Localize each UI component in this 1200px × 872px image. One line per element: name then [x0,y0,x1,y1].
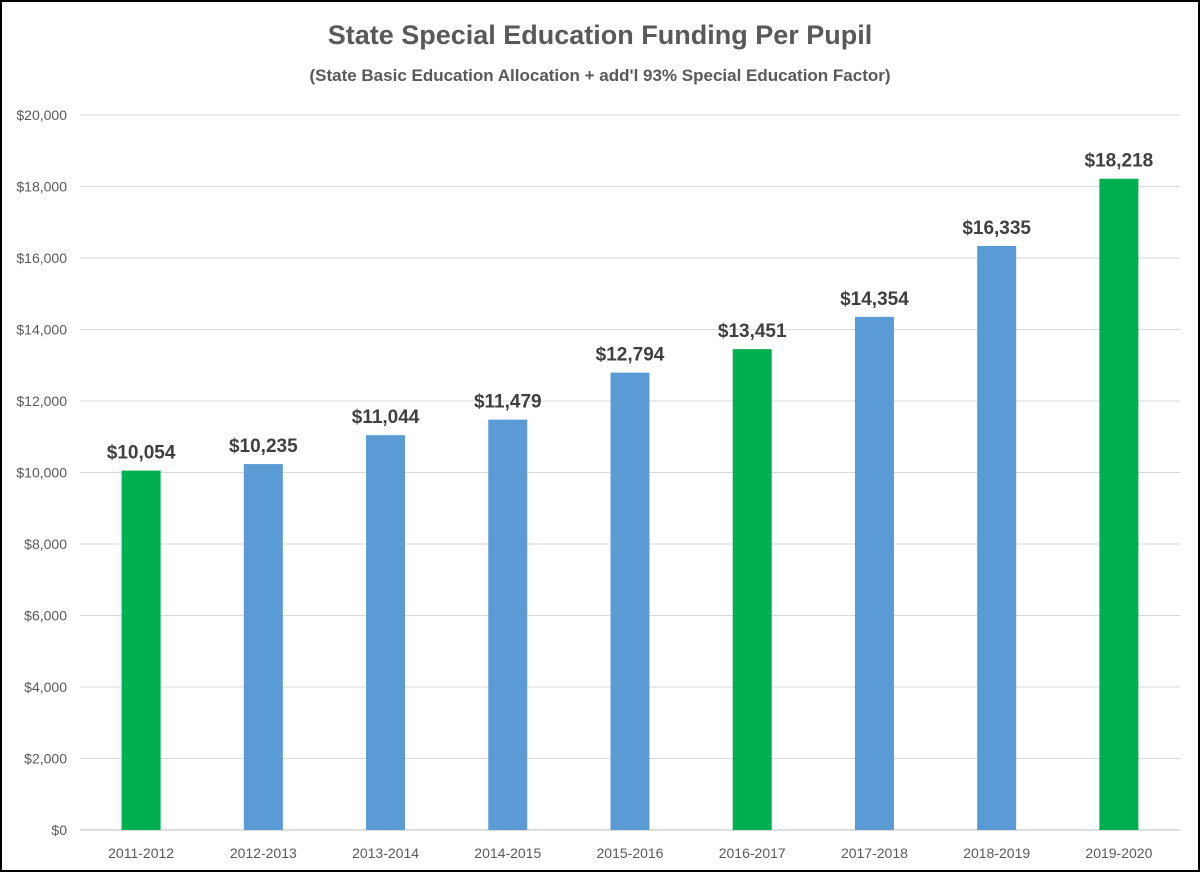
y-tick-label: $2,000 [24,751,67,767]
data-label: $11,044 [352,407,420,428]
bar [488,419,528,830]
y-tick-label: $0 [51,822,67,838]
bar [854,316,894,831]
y-tick-label: $12,000 [16,393,67,409]
y-tick-label: $6,000 [24,608,67,624]
bar [366,435,406,830]
data-label: $10,235 [229,436,298,457]
y-tick-label: $10,000 [16,465,67,481]
y-tick-label: $18,000 [16,179,67,195]
y-tick-label: $8,000 [24,536,67,552]
data-label: $16,335 [962,218,1031,239]
x-tick-label: 2013-2014 [352,845,419,861]
data-label: $11,479 [474,392,542,413]
x-tick-label: 2015-2016 [597,845,664,861]
bar [243,464,283,830]
x-tick-label: 2014-2015 [474,845,541,861]
x-tick-label: 2012-2013 [230,845,297,861]
bar [977,246,1017,830]
y-tick-label: $20,000 [16,107,67,123]
x-tick-label: 2019-2020 [1085,845,1152,861]
x-tick-label: 2011-2012 [108,845,174,861]
y-tick-label: $4,000 [24,679,67,695]
bar [610,372,650,830]
data-label: $13,451 [718,321,787,342]
bar [732,349,772,830]
chart-title: State Special Education Funding Per Pupi… [327,20,873,50]
data-label: $12,794 [596,345,665,366]
data-label: $18,218 [1085,151,1154,172]
x-tick-label: 2017-2018 [841,845,908,861]
y-tick-label: $14,000 [16,322,67,338]
chart-subtitle: (State Basic Education Allocation + add'… [309,66,891,85]
x-tick-label: 2016-2017 [719,845,786,861]
data-label: $10,054 [107,443,176,464]
y-tick-label: $16,000 [16,250,67,266]
data-label: $14,354 [840,289,909,310]
x-tick-label: 2018-2019 [963,845,1030,861]
bar [121,470,161,830]
bar [1099,178,1139,831]
